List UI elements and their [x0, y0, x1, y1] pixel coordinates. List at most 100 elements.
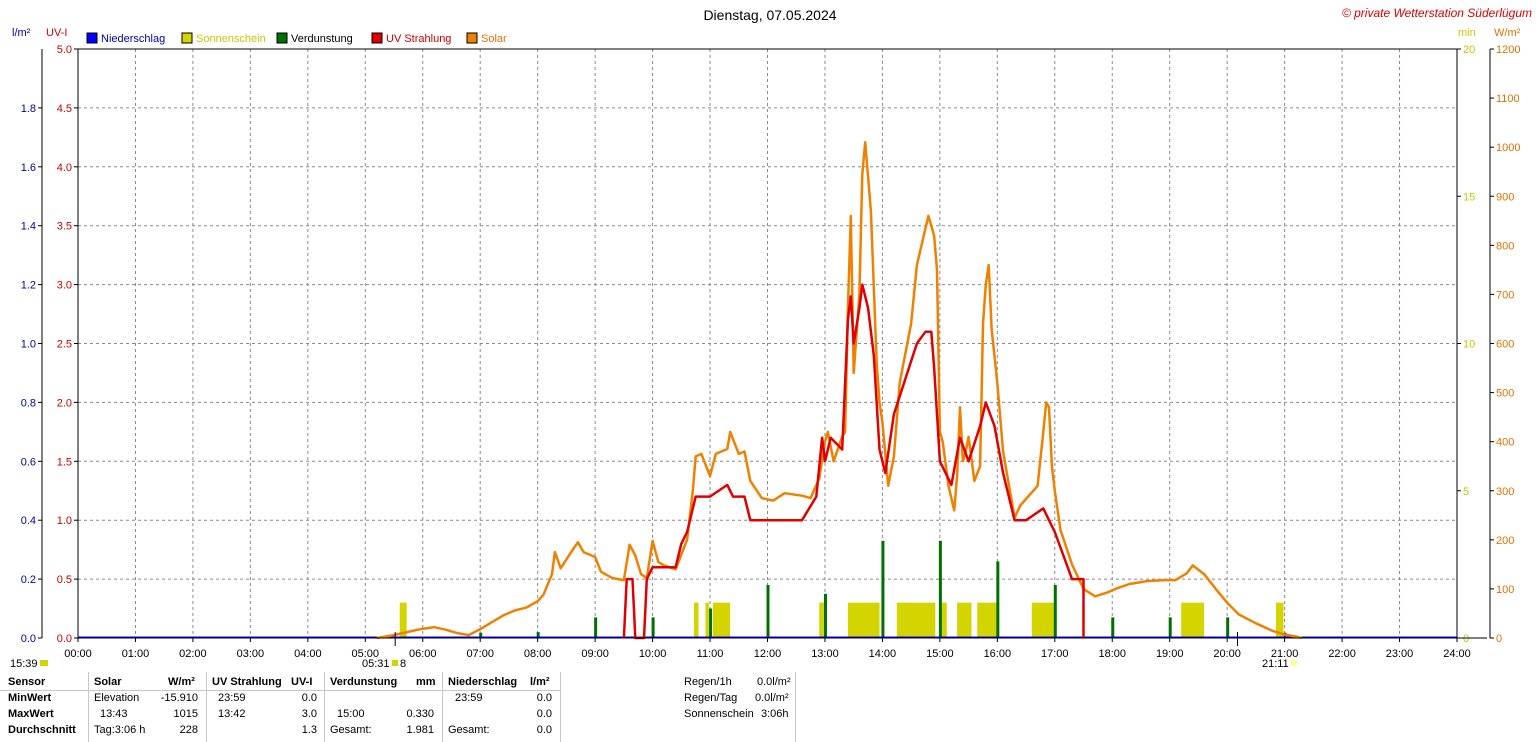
- uv-axis-label: 1.0: [57, 515, 72, 527]
- avg-rain-label: Gesamt:: [448, 724, 490, 736]
- header-sensor: Sensor: [8, 676, 46, 688]
- rain-axis-label: 0.8: [21, 397, 36, 409]
- sunshine-block: [819, 602, 824, 638]
- weather-chart: Dienstag, 07.05.2024 © private Wettersta…: [10, 6, 1532, 670]
- min-uv-value: 0.0: [301, 692, 317, 704]
- header-uv-unit: UV-I: [291, 676, 313, 688]
- x-axis-label: 08:00: [524, 648, 552, 660]
- uv-axis-label: 1.5: [57, 456, 72, 468]
- sunshine-block: [977, 602, 998, 638]
- sunshine-block: [399, 602, 407, 638]
- uv-axis-label: 2.5: [57, 339, 72, 351]
- solar-axis-label: 100: [1496, 584, 1514, 596]
- legend-label: Solar: [481, 33, 507, 45]
- legend-swatch: [466, 32, 478, 44]
- evaporation-bar: [1168, 617, 1172, 638]
- x-axis-label: 14:00: [869, 648, 897, 660]
- legend-label: Verdunstung: [291, 33, 353, 45]
- solar-axis-label: 300: [1496, 486, 1514, 498]
- sunrise-label: 05:31: [362, 658, 390, 670]
- sunset-label: 21:11: [1262, 658, 1289, 670]
- x-axis-label: 22:00: [1328, 648, 1356, 660]
- x-axis-label: 17:00: [1041, 648, 1069, 660]
- x-axis-label: 11:00: [697, 648, 724, 660]
- sunshine-block: [693, 602, 699, 638]
- summary-sunshine-value: 3:06h: [761, 708, 789, 720]
- min-rain-time: 23:59: [455, 692, 483, 704]
- evaporation-bar: [651, 617, 655, 638]
- header-uv: UV Strahlung: [212, 676, 282, 688]
- row-label-max: MaxWert: [8, 708, 54, 720]
- chart-title: Dienstag, 07.05.2024: [703, 7, 836, 23]
- sunshine-axis-label: 0: [1463, 633, 1469, 645]
- right-unit-solar: W/m²: [1494, 27, 1521, 39]
- summary-rain-1h-value: 0.0l/m²: [757, 676, 791, 688]
- sunshine-block: [1276, 602, 1284, 638]
- min-solar-value: -15.910: [160, 692, 198, 704]
- solar-axis-label: 0: [1496, 633, 1502, 645]
- sunshine-axis-label: 20: [1463, 44, 1475, 56]
- max-solar-value: 1015: [173, 708, 198, 720]
- rain-axis-label: 0.4: [21, 515, 36, 527]
- header-rain-unit: l/m²: [530, 676, 550, 688]
- row-label-min: MinWert: [8, 692, 52, 704]
- x-axis-label: 06:00: [409, 648, 437, 660]
- max-evap-value: 0.330: [406, 708, 434, 720]
- left-time-sun-icon: [40, 660, 48, 666]
- x-axis-label: 07:00: [466, 648, 494, 660]
- rain-axis-label: 1.4: [21, 221, 36, 233]
- evaporation-bar: [709, 608, 713, 638]
- solar-axis-label: 1100: [1496, 93, 1520, 105]
- copyright-label: © private Wetterstation Süderlügum: [1342, 6, 1532, 20]
- x-axis-label: 18:00: [1098, 648, 1126, 660]
- legend-label: Niederschlag: [101, 33, 165, 45]
- rain-axis-label: 1.0: [21, 339, 36, 351]
- min-solar-time: Elevation: [94, 692, 140, 704]
- x-axis-label: 21:00: [1271, 648, 1299, 660]
- x-axis-label: 16:00: [984, 648, 1012, 660]
- rain-axis-label: 0.2: [21, 574, 36, 586]
- rain-axis-label: 1.2: [21, 280, 36, 292]
- avg-solar-value: 228: [179, 724, 198, 736]
- uv-axis-label: 3.0: [57, 280, 72, 292]
- x-axis-label: 09:00: [581, 648, 609, 660]
- rain-axis-label: 1.6: [21, 162, 36, 174]
- x-axis-label: 05:00: [352, 648, 380, 660]
- line-series: [78, 141, 1457, 640]
- x-axis-label: 12:00: [754, 648, 782, 660]
- legend-swatch: [86, 32, 98, 44]
- x-axis-label: 20:00: [1213, 648, 1241, 660]
- sunshine-axis-label: 10: [1463, 339, 1475, 351]
- x-axis-label: 15:00: [926, 648, 954, 660]
- sunrise-sun-icon: [392, 660, 398, 666]
- summary-sunshine-label: Sonnenschein: [684, 708, 754, 720]
- legend-swatch: [371, 32, 383, 44]
- solar-series-line: [376, 141, 1303, 640]
- legend-label: UV Strahlung: [386, 33, 451, 45]
- sunshine-block: [1031, 602, 1055, 638]
- sunshine-block: [941, 602, 947, 638]
- sunshine-block: [712, 602, 731, 638]
- x-axis-label: 24:00: [1443, 648, 1471, 660]
- sun-markers: 15:39 05:31 8 21:11: [10, 658, 1297, 670]
- solar-axis-label: 900: [1496, 191, 1514, 203]
- legend-swatch: [181, 32, 193, 44]
- summary-rain-day-value: 0.0l/m²: [755, 692, 789, 704]
- sunshine-block: [957, 602, 972, 638]
- rain-axis-label: 1.8: [21, 103, 36, 115]
- solar-axis-label: 800: [1496, 240, 1514, 252]
- uv-axis-label: 3.5: [57, 221, 72, 233]
- uv-series-line: [622, 283, 1085, 640]
- y-axes: 0.0 0.2 0.4 0.6 0.8 1.0 1.2 1.4 1.6 1.8 0.0 0.5 1.0 1…: [21, 44, 1521, 645]
- uv-axis-label: 4.0: [57, 162, 72, 174]
- min-uv-time: 23:59: [218, 692, 246, 704]
- header-evap: Verdunstung: [330, 676, 398, 688]
- x-axis-label: 00:00: [64, 648, 92, 660]
- left-time-label: 15:39: [10, 658, 38, 670]
- max-uv-value: 3.0: [301, 708, 317, 720]
- max-solar-time: 13:43: [100, 708, 128, 720]
- sunshine-axis-label: 5: [1463, 486, 1469, 498]
- min-rain-value: 0.0: [536, 692, 552, 704]
- uv-axis-label: 0.0: [57, 633, 72, 645]
- row-label-avg: Durchschnitt: [8, 724, 76, 736]
